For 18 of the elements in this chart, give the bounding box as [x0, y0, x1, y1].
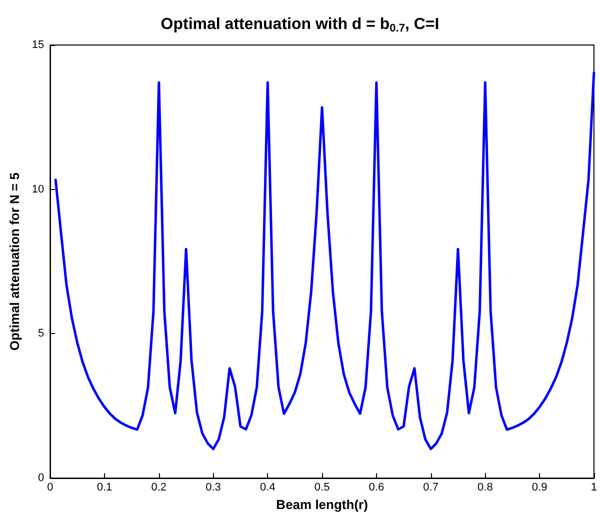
x-tick-label: 0.3 [206, 482, 221, 494]
x-axis-title: Beam length(r) [276, 497, 368, 512]
line-series [54, 71, 596, 450]
x-tick-label: 0.2 [151, 482, 167, 494]
x-tick-label: 0.8 [478, 482, 493, 494]
x-tick-label: 0.9 [532, 482, 548, 494]
y-tick-label: 10 [32, 183, 44, 196]
x-tick-label: 1 [590, 482, 598, 494]
x-tick-label: 0.6 [368, 482, 384, 494]
y-axis-title: Optimal attenuation for N = 5 [7, 172, 22, 351]
x-tick-label: 0 [47, 482, 54, 494]
x-tick-label: 0.7 [423, 482, 438, 494]
x-tick-label: 0.5 [314, 482, 330, 494]
x-tick-label: 0.1 [96, 482, 112, 494]
y-tick-label: 0 [38, 472, 44, 484]
y-tick-label: 5 [38, 328, 44, 340]
y-tick-label: 15 [32, 39, 44, 51]
x-tick-label: 0.4 [260, 482, 276, 494]
